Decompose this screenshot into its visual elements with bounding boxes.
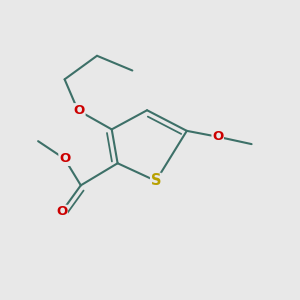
- Text: O: O: [59, 152, 70, 165]
- Text: O: O: [74, 104, 85, 117]
- Text: O: O: [212, 130, 223, 143]
- Text: S: S: [151, 173, 161, 188]
- Text: O: O: [56, 205, 67, 218]
